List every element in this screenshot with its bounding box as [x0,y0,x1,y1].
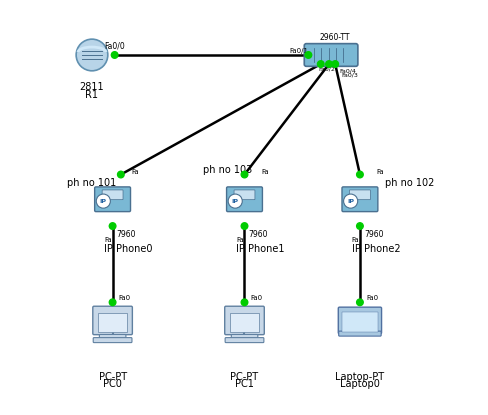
Text: Fa: Fa [376,169,383,176]
Circle shape [117,171,124,178]
Text: 2960-TT: 2960-TT [319,33,350,42]
Text: Fa: Fa [236,237,244,243]
Text: 2811: 2811 [80,82,104,92]
Circle shape [241,171,247,178]
Text: ph no 102: ph no 102 [384,178,433,188]
Circle shape [356,223,363,229]
FancyBboxPatch shape [229,313,259,332]
Circle shape [305,52,311,58]
Circle shape [76,39,107,71]
Circle shape [356,299,363,305]
Text: Fa0/1: Fa0/1 [289,48,308,54]
Circle shape [331,61,338,67]
Text: 7960: 7960 [248,230,267,239]
Text: Fa0/3: Fa0/3 [341,72,358,77]
Text: Fa0/2: Fa0/2 [318,66,335,71]
Circle shape [325,61,332,67]
FancyBboxPatch shape [338,307,381,334]
Text: Fa0/4: Fa0/4 [339,68,355,73]
Circle shape [241,299,247,305]
Circle shape [96,194,110,208]
Text: Fa: Fa [131,169,139,176]
Text: 7960: 7960 [117,230,136,239]
FancyBboxPatch shape [338,331,380,336]
Text: Fa: Fa [261,169,268,176]
FancyBboxPatch shape [99,334,125,339]
Text: IP: IP [231,199,238,204]
FancyBboxPatch shape [95,187,130,212]
Circle shape [109,299,116,305]
Text: PC-PT: PC-PT [230,372,258,382]
FancyBboxPatch shape [98,313,127,332]
Circle shape [356,171,363,178]
Text: IP Phone2: IP Phone2 [351,244,400,254]
Text: Fa0: Fa0 [250,295,262,301]
FancyBboxPatch shape [93,306,132,334]
FancyBboxPatch shape [341,312,378,332]
Text: Fa: Fa [351,237,359,243]
FancyBboxPatch shape [93,338,132,343]
FancyBboxPatch shape [349,190,369,200]
Text: ph no 101: ph no 101 [67,178,116,188]
Text: PC1: PC1 [235,379,253,389]
Text: PC-PT: PC-PT [98,372,126,382]
Text: IP: IP [100,199,106,204]
Text: PC0: PC0 [103,379,122,389]
Circle shape [111,52,118,58]
FancyBboxPatch shape [231,334,257,339]
Text: Fa0: Fa0 [119,295,131,301]
Text: Fa0: Fa0 [366,295,377,301]
Text: Laptop-PT: Laptop-PT [335,372,384,382]
Circle shape [317,61,324,67]
FancyBboxPatch shape [224,338,264,343]
Text: Fa0/0: Fa0/0 [104,41,125,50]
FancyBboxPatch shape [341,187,377,212]
Text: R1: R1 [85,90,98,100]
FancyBboxPatch shape [226,187,262,212]
FancyBboxPatch shape [224,306,264,334]
Text: Fa: Fa [104,237,112,243]
Text: 7960: 7960 [363,230,383,239]
FancyBboxPatch shape [304,44,357,66]
Text: IP Phone0: IP Phone0 [104,244,153,254]
Circle shape [109,223,116,229]
FancyBboxPatch shape [234,190,254,200]
Text: Laptop0: Laptop0 [339,379,379,389]
Text: IP: IP [346,199,353,204]
Circle shape [241,223,247,229]
Text: ph no 103: ph no 103 [203,166,252,176]
FancyBboxPatch shape [102,190,123,200]
Circle shape [343,194,357,208]
Circle shape [228,194,242,208]
Text: IP Phone1: IP Phone1 [236,244,284,254]
